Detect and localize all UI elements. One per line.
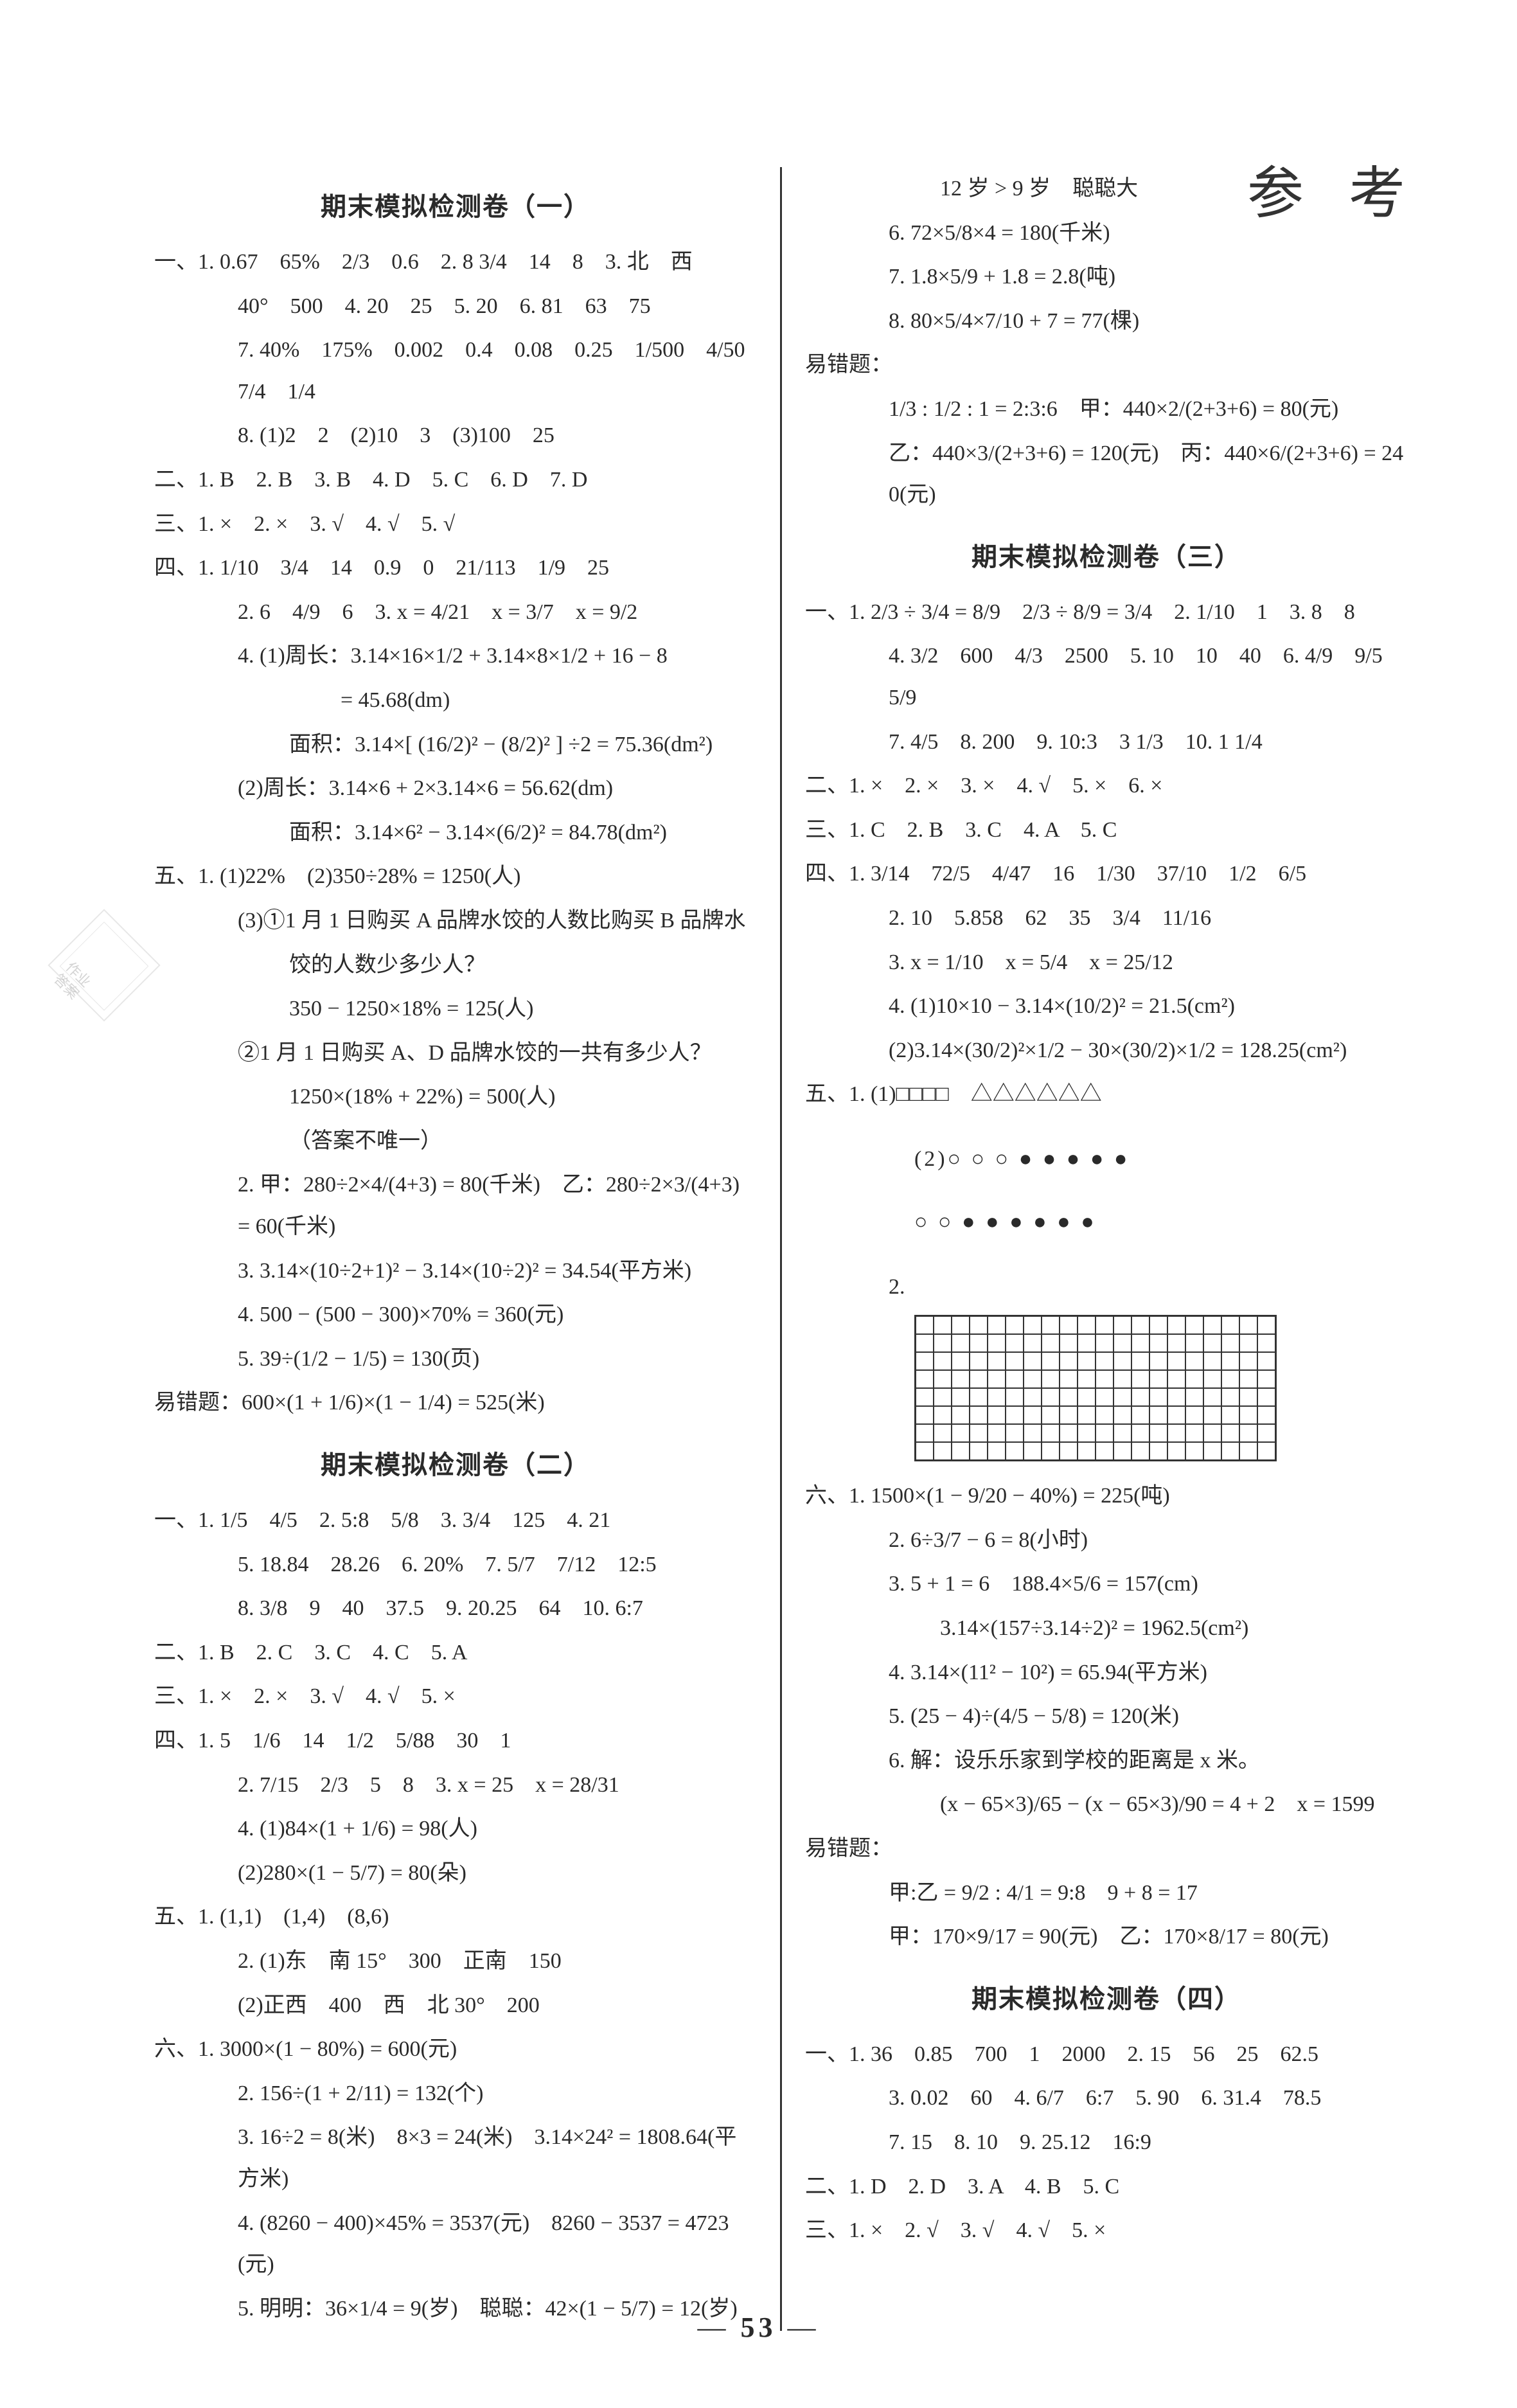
text-line: 3. 3.14×(10÷2+1)² − 3.14×(10÷2)² = 34.54… [154, 1249, 757, 1294]
text-line: 一、1. 0.67 65% 2/3 0.6 2. 8 3/4 14 8 3. 北… [154, 240, 757, 285]
text-line: 3.14×(157÷3.14÷2)² = 1962.5(cm²) [805, 1607, 1408, 1651]
text-line: (2)3.14×(30/2)²×1/2 − 30×(30/2)×1/2 = 12… [805, 1029, 1408, 1073]
sec1-title: 期末模拟检测卷（一） [154, 183, 757, 231]
text-line: (3)①1 月 1 日购买 A 品牌水饺的人数比购买 B 品牌水 [154, 899, 757, 943]
grid-diagram [914, 1315, 1277, 1461]
sec4-title: 期末模拟检测卷（四） [805, 1975, 1408, 2024]
text-line: 4. (1)84×(1 + 1/6) = 98(人) [154, 1807, 757, 1851]
text-line: 7. 4/5 8. 200 9. 10:3 3 1/3 10. 1 1/4 [805, 720, 1408, 765]
page: 参 考 作业答案 期末模拟检测卷（一） 一、1. 0.67 65% 2/3 0.… [0, 0, 1517, 2408]
text-line: 饺的人数少多少人？ [154, 943, 757, 988]
text-line: (x − 65×3)/65 − (x − 65×3)/90 = 4 + 2 x … [805, 1783, 1408, 1827]
text-line: 三、1. × 2. × 3. √ 4. √ 5. × [154, 1675, 757, 1719]
text-line: 1/3 : 1/2 : 1 = 2:3:6 甲：440×2/(2+3+6) = … [805, 388, 1408, 432]
two-column-layout: 期末模拟检测卷（一） 一、1. 0.67 65% 2/3 0.6 2. 8 3/… [154, 167, 1408, 2331]
text-line: 2. [805, 1265, 1408, 1310]
text-line: 2. 6÷3/7 − 6 = 8(小时) [805, 1519, 1408, 1563]
text-line: 2. 156÷(1 + 2/11) = 132(个) [154, 2072, 757, 2116]
text-line: 1250×(18% + 22%) = 500(人) [154, 1075, 757, 1119]
sec3-title: 期末模拟检测卷（三） [805, 533, 1408, 582]
text-line: (2)周长：3.14×6 + 2×3.14×6 = 56.62(dm) [154, 767, 757, 811]
text-line: 3. 5 + 1 = 6 188.4×5/6 = 157(cm) [805, 1562, 1408, 1607]
text-line: 2. 甲：280÷2×4/(4+3) = 80(千米) 乙：280÷2×3/(4… [154, 1163, 757, 1249]
text-line: 易错题： [805, 343, 1408, 388]
text-line: 易错题： [805, 1827, 1408, 1871]
text-line: 六、1. 1500×(1 − 9/20 − 40%) = 225(吨) [805, 1474, 1408, 1519]
column-right: 12 岁 > 9 岁 聪聪大 6. 72×5/8×4 = 180(千米) 7. … [786, 167, 1408, 2331]
text-line: 8. 80×5/4×7/10 + 7 = 77(棵) [805, 299, 1408, 344]
text-line: 2. 10 5.858 62 35 3/4 11/16 [805, 896, 1408, 941]
text-line: 4. (8260 − 400)×45% = 3537(元) 8260 − 353… [154, 2202, 757, 2287]
text-line: 四、1. 5 1/6 14 1/2 5/88 30 1 [154, 1719, 757, 1763]
text-line: 五、1. (1)□□□□ △△△△△△ [805, 1073, 1408, 1117]
text-line: 7. 15 8. 10 9. 25.12 16:9 [805, 2121, 1408, 2165]
watermark-diamond [48, 909, 160, 1021]
column-left: 期末模拟检测卷（一） 一、1. 0.67 65% 2/3 0.6 2. 8 3/… [154, 167, 776, 2331]
text-line: (2)正西 400 西 北 30° 200 [154, 1984, 757, 2028]
text-line: 4. (1)10×10 − 3.14×(10/2)² = 21.5(cm²) [805, 985, 1408, 1029]
text-line: 5. (25 − 4)÷(4/5 − 5/8) = 120(米) [805, 1695, 1408, 1739]
shape-row: ○ ○ ● ● ● ● ● ● [914, 1202, 1408, 1244]
text-line: 8. (1)2 2 (2)10 3 (3)100 25 [154, 414, 757, 458]
footer-dash-right: — [777, 2312, 820, 2343]
text-line: 乙：440×3/(2+3+6) = 120(元) 丙：440×6/(2+3+6)… [805, 432, 1408, 517]
text-line: 5. 18.84 28.26 6. 20% 7. 5/7 7/12 12:5 [154, 1543, 757, 1587]
text-line: 一、1. 1/5 4/5 2. 5:8 5/8 3. 3/4 125 4. 21 [154, 1499, 757, 1543]
column-divider [780, 167, 782, 2331]
text-line: 3. 0.02 60 4. 6/7 6:7 5. 90 6. 31.4 78.5 [805, 2076, 1408, 2121]
text-line: 甲:乙 = 9/2 : 4/1 = 9:8 9 + 8 = 17 [805, 1871, 1408, 1916]
text-line: 40° 500 4. 20 25 5. 20 6. 81 63 75 [154, 285, 757, 329]
text-line: 8. 3/8 9 40 37.5 9. 20.25 64 10. 6:7 [154, 1587, 757, 1631]
page-number: 53 [741, 2312, 777, 2343]
text-line: 六、1. 3000×(1 − 80%) = 600(元) [154, 2028, 757, 2072]
text-line: 易错题：600×(1 + 1/6)×(1 − 1/4) = 525(米) [154, 1381, 757, 1425]
sec2-title: 期末模拟检测卷（二） [154, 1441, 757, 1490]
text-line: = 45.68(dm) [154, 679, 757, 723]
text-line: 7. 1.8×5/9 + 1.8 = 2.8(吨) [805, 255, 1408, 299]
text-line: 二、1. B 2. B 3. B 4. D 5. C 6. D 7. D [154, 458, 757, 503]
text-line: 三、1. × 2. × 3. √ 4. √ 5. √ [154, 503, 757, 547]
text-line: (2)280×(1 − 5/7) = 80(朵) [154, 1851, 757, 1896]
shape-row: (2)○ ○ ○ ● ● ● ● ● [914, 1139, 1408, 1181]
text-line: ②1 月 1 日购买 A、D 品牌水饺的一共有多少人？ [154, 1031, 757, 1076]
text-line: 2. (1)东 南 15° 300 正南 150 [154, 1940, 757, 1984]
text-line: 4. 3.14×(11² − 10²) = 65.94(平方米) [805, 1651, 1408, 1695]
text-line: 三、1. × 2. √ 3. √ 4. √ 5. × [805, 2209, 1408, 2253]
text-line: 2. 6 4/9 6 3. x = 4/21 x = 3/7 x = 9/2 [154, 591, 757, 635]
text-line: 甲：170×9/17 = 90(元) 乙：170×8/17 = 80(元) [805, 1915, 1408, 1959]
corner-title: 参 考 [1247, 148, 1421, 229]
text-line: 二、1. D 2. D 3. A 4. B 5. C [805, 2165, 1408, 2209]
text-line: 一、1. 36 0.85 700 1 2000 2. 15 56 25 62.5 [805, 2033, 1408, 2077]
text-line: 2. 7/15 2/3 5 8 3. x = 25 x = 28/31 [154, 1763, 757, 1808]
text-line: 7. 40% 175% 0.002 0.4 0.08 0.25 1/500 4/… [154, 328, 757, 414]
text-line: 4. 3/2 600 4/3 2500 5. 10 10 40 6. 4/9 9… [805, 634, 1408, 720]
text-line: 五、1. (1)22% (2)350÷28% = 1250(人) [154, 855, 757, 899]
text-line: 五、1. (1,1) (1,4) (8,6) [154, 1895, 757, 1940]
page-footer: — 53 — [0, 2311, 1517, 2344]
text-line: 面积：3.14×6² − 3.14×(6/2)² = 84.78(dm²) [154, 811, 757, 855]
text-line: 4. 500 − (500 − 300)×70% = 360(元) [154, 1293, 757, 1337]
text-line: 3. x = 1/10 x = 5/4 x = 25/12 [805, 941, 1408, 985]
footer-dash-left: — [698, 2312, 741, 2343]
text-line: 四、1. 1/10 3/4 14 0.9 0 21/113 1/9 25 [154, 546, 757, 591]
text-line: 350 − 1250×18% = 125(人) [154, 987, 757, 1031]
text-line: 4. (1)周长：3.14×16×1/2 + 3.14×8×1/2 + 16 −… [154, 634, 757, 679]
text-line: 四、1. 3/14 72/5 4/47 16 1/30 37/10 1/2 6/… [805, 852, 1408, 896]
text-line: 三、1. C 2. B 3. C 4. A 5. C [805, 808, 1408, 853]
text-line: （答案不唯一） [154, 1119, 757, 1164]
text-line: 6. 解：设乐乐家到学校的距离是 x 米。 [805, 1739, 1408, 1783]
text-line: 5. 39÷(1/2 − 1/5) = 130(页) [154, 1337, 757, 1382]
text-line: 一、1. 2/3 ÷ 3/4 = 8/9 2/3 ÷ 8/9 = 3/4 2. … [805, 591, 1408, 635]
text-line: 面积：3.14×[ (16/2)² − (8/2)² ] ÷2 = 75.36(… [154, 723, 757, 767]
text-line: 3. 16÷2 = 8(米) 8×3 = 24(米) 3.14×24² = 18… [154, 2116, 757, 2201]
text-line: 二、1. × 2. × 3. × 4. √ 5. × 6. × [805, 764, 1408, 808]
text-line: 二、1. B 2. C 3. C 4. C 5. A [154, 1631, 757, 1675]
